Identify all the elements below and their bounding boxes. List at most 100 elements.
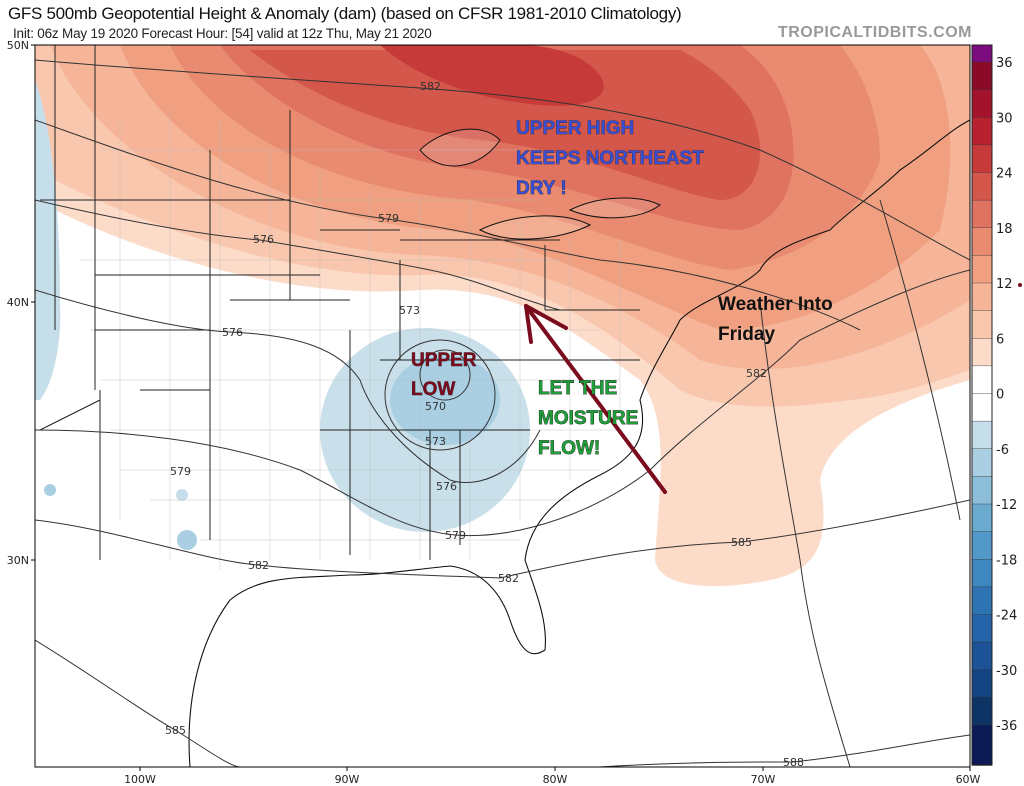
colorbar-tick-label: -12 xyxy=(996,498,1017,513)
contour-label: 585 xyxy=(731,536,752,549)
colorbar-bin xyxy=(971,338,993,367)
colorbar-bin xyxy=(971,448,993,478)
lon-label: 80W xyxy=(543,773,568,786)
colorbar-frame xyxy=(971,44,993,766)
annotation-line: Weather Into xyxy=(718,294,833,315)
map-title: GFS 500mb Geopotential Height & Anomaly … xyxy=(8,4,682,23)
colorbar-tick-label: -18 xyxy=(996,553,1017,568)
colorbar-bin xyxy=(971,144,993,174)
contour-label: 582 xyxy=(248,559,269,572)
annotation-line: UPPER xyxy=(411,350,477,371)
colorbar-tick-label: 6 xyxy=(996,332,1004,347)
colorbar-bin xyxy=(971,172,993,201)
colorbar-bin xyxy=(971,503,993,533)
colorbar-bin xyxy=(971,282,993,312)
map-frame xyxy=(34,44,971,768)
colorbar-tick-label: -6 xyxy=(996,443,1009,458)
annotation-line: MOISTURE xyxy=(538,408,638,429)
colorbar-bin xyxy=(971,44,993,63)
colorbar-bin xyxy=(971,420,993,450)
colorbar: 36 30 24 18 12 6 0 -6 -12 -18 -24 -30 -36 xyxy=(971,44,1017,766)
colorbar-bin xyxy=(971,669,993,699)
brand-watermark: TROPICALTIDBITS.COM xyxy=(777,24,972,41)
colorbar-bin xyxy=(971,117,993,146)
lon-axis xyxy=(139,767,971,771)
contour-label: 576 xyxy=(253,233,274,246)
lat-label: 40N xyxy=(7,296,29,309)
anomaly-minus-west xyxy=(35,80,61,400)
lon-labels: 100W 90W 80W 70W 60W xyxy=(124,773,980,786)
contour-label: 579 xyxy=(378,212,399,225)
lat-axis: 50N 40N 30N xyxy=(7,39,35,567)
annotation-line: Friday xyxy=(718,324,775,345)
colorbar-tick-label: 18 xyxy=(996,222,1013,237)
colorbar-bin xyxy=(971,614,993,643)
contour-label: 573 xyxy=(399,304,420,317)
contour-labels: 582 579 576 576 573 570 573 576 579 579 … xyxy=(165,80,804,769)
colorbar-bin xyxy=(971,586,993,616)
colorbar-bin xyxy=(971,199,993,229)
lon-label: 100W xyxy=(124,773,156,786)
contour-label: 573 xyxy=(425,435,446,448)
anomaly-minus-small3 xyxy=(176,489,188,501)
contour-label: 576 xyxy=(436,480,457,493)
colorbar-bin xyxy=(971,531,993,560)
annotation-line: KEEPS NORTHEAST xyxy=(516,148,704,169)
annotation-line: LET THE xyxy=(538,378,617,399)
state-borders xyxy=(39,45,640,560)
lon-label: 90W xyxy=(335,773,360,786)
anomaly-minus-small2 xyxy=(44,484,56,496)
colorbar-bin xyxy=(971,559,993,588)
anomaly-21 xyxy=(250,50,760,200)
annotation-line: UPPER HIGH xyxy=(516,118,634,139)
colorbar-bin xyxy=(971,310,993,339)
anomaly-minus-small xyxy=(177,530,197,550)
upper-high-annotation: UPPER HIGH KEEPS NORTHEAST DRY ! xyxy=(516,118,705,200)
lon-label: 60W xyxy=(956,773,981,786)
upper-low-annotation: UPPER LOW xyxy=(411,350,477,401)
colorbar-bin xyxy=(971,365,993,395)
colorbar-tick-label: 0 xyxy=(996,388,1004,403)
contour-label: 588 xyxy=(783,756,804,769)
colorbar-bin xyxy=(971,61,993,91)
coastline xyxy=(188,119,970,767)
contour-label: 585 xyxy=(165,724,186,737)
colorbar-tick-label: -36 xyxy=(996,719,1017,734)
lon-label: 70W xyxy=(751,773,776,786)
great-lakes xyxy=(419,128,661,240)
contour-label: 579 xyxy=(170,465,191,478)
contour-label: 582 xyxy=(498,572,519,585)
contour-label: 582 xyxy=(420,80,441,93)
marker-dot xyxy=(1018,283,1022,287)
contour-label: 576 xyxy=(222,326,243,339)
height-contours xyxy=(35,59,970,767)
lat-label: 30N xyxy=(7,554,29,567)
contour-label: 582 xyxy=(746,367,767,380)
colorbar-tick-label: 30 xyxy=(996,111,1013,126)
colorbar-tick-label: 36 xyxy=(996,56,1013,71)
weather-annotation: Weather Into Friday xyxy=(718,294,833,345)
colorbar-bin xyxy=(971,227,993,257)
colorbar-bin xyxy=(971,89,993,118)
contour-label: 579 xyxy=(445,529,466,542)
map-subtitle: Init: 06z May 19 2020 Forecast Hour: [54… xyxy=(13,26,432,41)
colorbar-tick-label: -30 xyxy=(996,664,1017,679)
colorbar-bin xyxy=(971,724,993,766)
colorbar-tick-label: 24 xyxy=(996,167,1013,182)
colorbar-tick-label: -24 xyxy=(996,609,1017,624)
anomaly-24 xyxy=(380,45,604,106)
colorbar-bin xyxy=(971,393,993,422)
annotation-line: DRY ! xyxy=(516,178,567,199)
lat-label: 50N xyxy=(7,39,29,52)
moisture-annotation: LET THE MOISTURE FLOW! xyxy=(538,378,639,460)
colorbar-bin xyxy=(971,476,993,505)
colorbar-bin xyxy=(971,255,993,284)
moisture-arrow xyxy=(524,304,667,494)
colorbar-bin xyxy=(971,697,993,726)
map-area: 582 579 576 576 573 570 573 576 579 579 … xyxy=(35,45,970,769)
colorbar-tick-label: 12 xyxy=(996,277,1013,292)
contour-label: 570 xyxy=(425,400,446,413)
colorbar-bin xyxy=(971,641,993,671)
annotation-line: FLOW! xyxy=(538,438,600,459)
